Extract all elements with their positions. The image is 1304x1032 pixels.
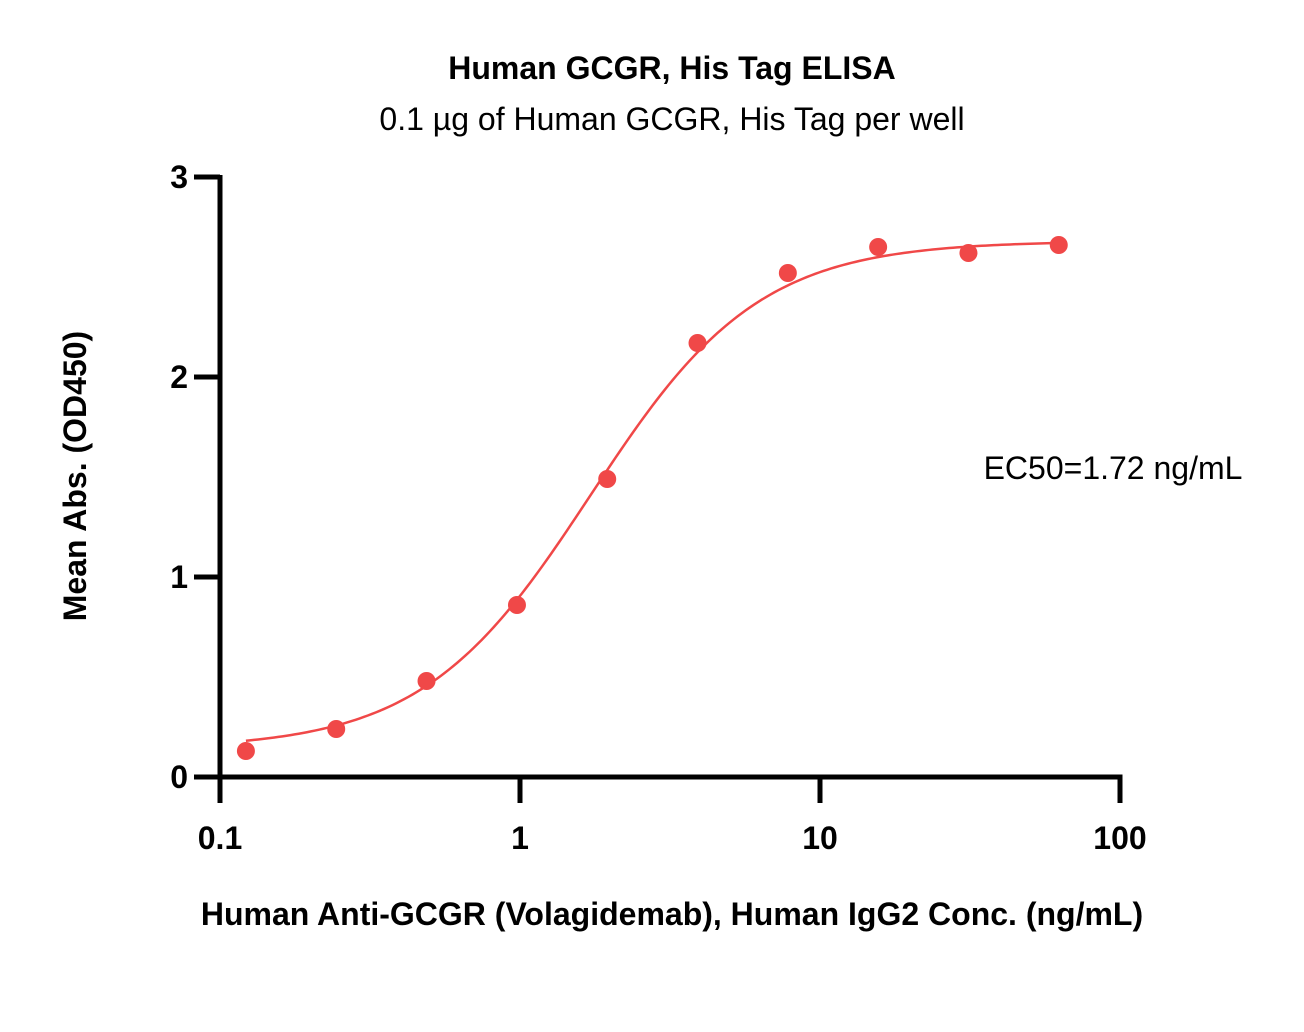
data-point [778, 264, 797, 282]
x-tick-label: 10 [802, 820, 838, 856]
chart-subtitle: 0.1 µg of Human GCGR, His Tag per well [379, 101, 964, 137]
data-point [959, 244, 978, 262]
ec50-annotation: EC50=1.72 ng/mL [984, 450, 1243, 486]
y-tick-label: 0 [170, 759, 188, 795]
fit-curve [245, 241, 1059, 742]
data-point [507, 596, 526, 614]
x-tick-label: 1 [511, 820, 529, 856]
chart-title: Human GCGR, His Tag ELISA [448, 50, 895, 86]
x-tick-label: 100 [1093, 820, 1146, 856]
y-tick-label: 2 [170, 359, 188, 395]
data-point [327, 720, 346, 738]
data-point [598, 470, 617, 488]
data-points [236, 236, 1068, 760]
y-tick-label: 1 [170, 559, 188, 595]
data-point [688, 334, 707, 352]
data-point [869, 238, 888, 256]
data-point [1049, 236, 1068, 254]
y-tick-label: 3 [170, 159, 188, 195]
x-tick-label: 0.1 [198, 820, 242, 856]
data-point [236, 742, 255, 760]
axes [194, 174, 1123, 803]
tick-labels: 0 1 2 3 0.1 1 10 100 [170, 159, 1146, 856]
data-point [417, 672, 436, 690]
x-axis-label: Human Anti-GCGR (Volagidemab), Human IgG… [201, 896, 1143, 932]
y-axis-label: Mean Abs. (OD450) [57, 331, 93, 621]
